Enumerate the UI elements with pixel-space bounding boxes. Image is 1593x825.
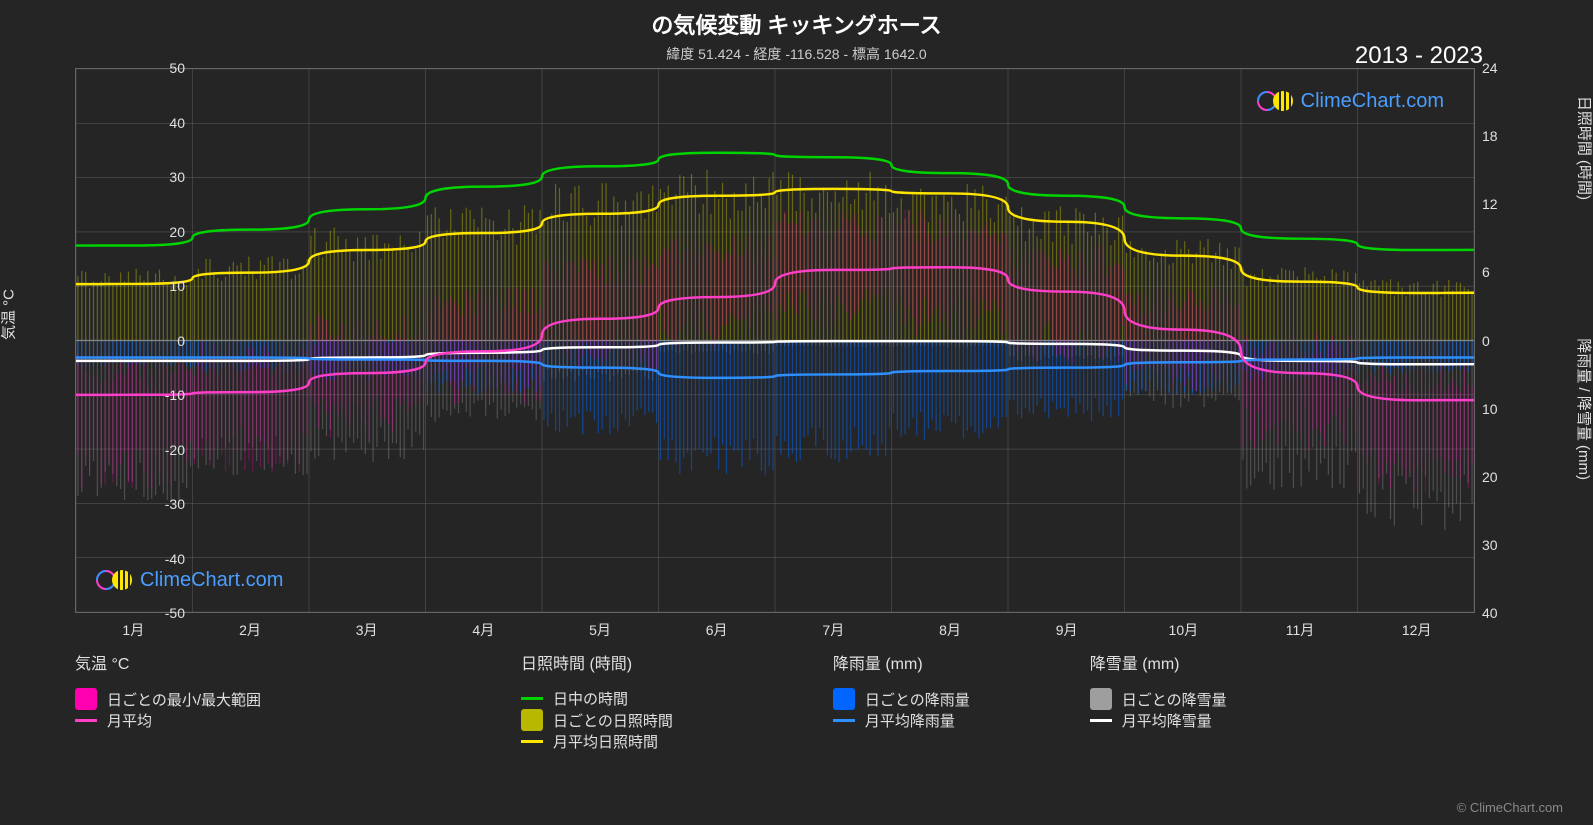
watermark-text: ClimeChart.com [1301,90,1444,113]
year-range: 2013 - 2023 [1355,42,1483,70]
x-tick: 2月 [239,620,261,640]
watermark-text: ClimeChart.com [140,569,283,592]
chart-title: の気候変動 キッキングホース [0,8,1593,40]
y-left-tick: -40 [75,551,185,567]
y-right-tick: 12 [1482,196,1498,212]
y-left-tick: 10 [75,278,185,294]
legend-label: 日ごとの最小/最大範囲 [107,689,261,710]
legend-line-icon [833,719,855,722]
y-right-tick: 20 [1482,469,1498,485]
legend-item: 日ごとの日照時間 [521,709,673,731]
y-left-tick: 40 [75,115,185,131]
legend-label: 月平均降雪量 [1122,710,1212,731]
legend-item: 日ごとの降雨量 [833,688,970,710]
legend-label: 日ごとの日照時間 [553,710,673,731]
legend-item: 日ごとの降雪量 [1090,688,1227,710]
y-left-tick: 20 [75,224,185,240]
legend-label: 日ごとの降雨量 [865,689,970,710]
legend-item: 日中の時間 [521,688,673,709]
y-right-tick: 10 [1482,401,1498,417]
x-tick: 8月 [939,620,961,640]
y-right-tick: 24 [1482,60,1498,76]
legend-label: 月平均日照時間 [553,731,658,752]
y-left-axis-label: 気温 °C [0,289,19,340]
y-left-tick: 0 [75,333,185,349]
legend: 気温 °C 日ごとの最小/最大範囲月平均 日照時間 (時間) 日中の時間日ごとの… [75,650,1475,752]
legend-swatch [75,688,97,710]
legend-line-icon [1090,719,1112,722]
plot-area: ClimeChart.com ClimeChart.com [75,68,1475,613]
x-tick: 12月 [1402,620,1432,640]
legend-item: 月平均降雨量 [833,710,970,731]
x-tick: 6月 [706,620,728,640]
legend-swatch [833,688,855,710]
plot-svg [76,69,1474,612]
legend-label: 日中の時間 [553,688,628,709]
legend-col-snow: 降雪量 (mm) 日ごとの降雪量月平均降雪量 [1090,650,1227,752]
legend-heading: 降雪量 (mm) [1090,650,1227,674]
legend-col-temp: 気温 °C 日ごとの最小/最大範囲月平均 [75,650,261,752]
x-tick: 10月 [1169,620,1199,640]
watermark-bottom: ClimeChart.com [96,566,283,594]
legend-swatch [1090,688,1112,710]
legend-label: 月平均 [107,710,152,731]
legend-item: 月平均日照時間 [521,731,673,752]
x-tick: 3月 [356,620,378,640]
legend-line-icon [521,697,543,700]
y-right-tick: 6 [1482,264,1490,280]
legend-label: 日ごとの降雪量 [1122,689,1227,710]
x-tick: 1月 [122,620,144,640]
x-tick: 5月 [589,620,611,640]
y-right-tick: 40 [1482,605,1498,621]
y-right-bottom-axis-label: 降雨量 / 降雪量 (mm) [1575,338,1593,480]
legend-heading: 日照時間 (時間) [521,650,673,674]
legend-heading: 降雨量 (mm) [833,650,970,674]
x-tick: 9月 [1056,620,1078,640]
x-tick: 4月 [472,620,494,640]
legend-col-sun: 日照時間 (時間) 日中の時間日ごとの日照時間月平均日照時間 [521,650,673,752]
y-left-tick: -30 [75,496,185,512]
legend-heading: 気温 °C [75,650,261,674]
logo-icon [1257,87,1295,115]
y-left-tick: 50 [75,60,185,76]
y-right-tick: 0 [1482,333,1490,349]
y-right-tick: 30 [1482,537,1498,553]
legend-line-icon [521,740,543,743]
x-tick: 11月 [1286,620,1315,640]
legend-item: 月平均 [75,710,261,731]
x-tick: 7月 [822,620,844,640]
attribution: © ClimeChart.com [1457,800,1563,815]
legend-swatch [521,709,543,731]
legend-label: 月平均降雨量 [865,710,955,731]
y-right-top-axis-label: 日照時間 (時間) [1575,96,1593,200]
y-left-tick: -10 [75,387,185,403]
y-right-tick: 18 [1482,128,1498,144]
climate-chart: の気候変動 キッキングホース 緯度 51.424 - 経度 -116.528 -… [0,0,1593,825]
y-left-tick: -20 [75,442,185,458]
y-left-tick: -50 [75,605,185,621]
legend-col-rain: 降雨量 (mm) 日ごとの降雨量月平均降雨量 [833,650,970,752]
legend-line-icon [75,719,97,722]
grid [76,69,1474,612]
logo-icon [96,566,134,594]
y-left-tick: 30 [75,169,185,185]
legend-item: 日ごとの最小/最大範囲 [75,688,261,710]
legend-item: 月平均降雪量 [1090,710,1227,731]
watermark-top: ClimeChart.com [1257,87,1444,115]
